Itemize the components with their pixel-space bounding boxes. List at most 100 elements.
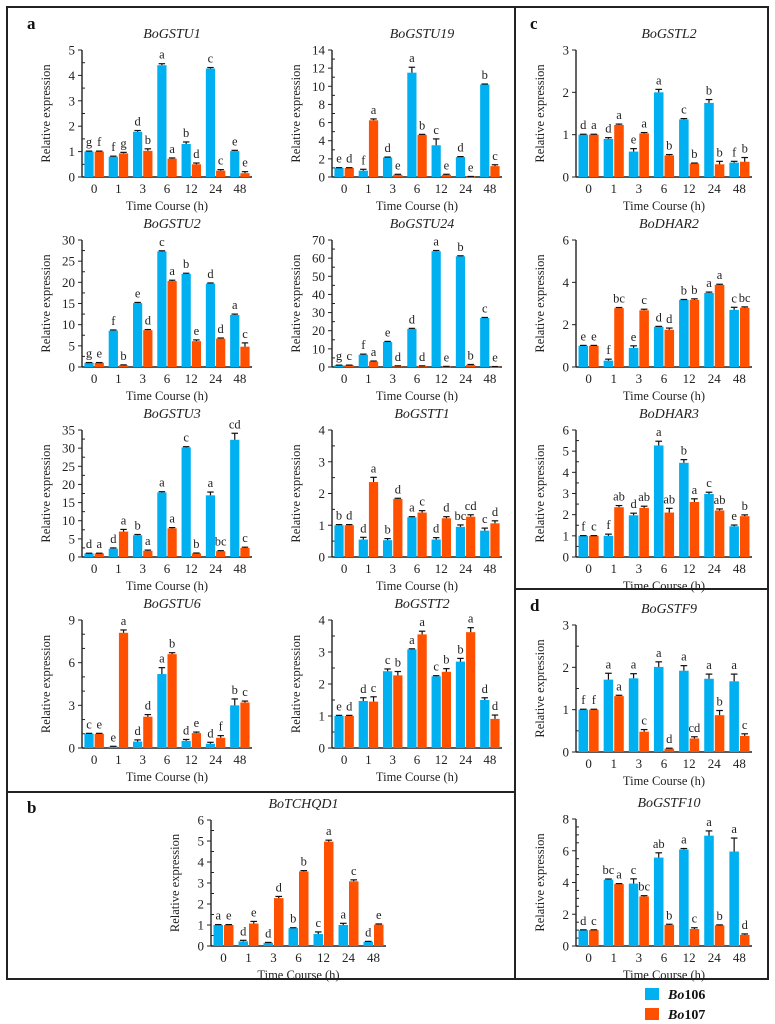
x-tick-label: 1 <box>115 752 122 767</box>
significance-letter: d <box>276 880 283 894</box>
significance-letter: a <box>215 909 221 923</box>
bar-bo107 <box>393 365 403 367</box>
bar-bo106 <box>358 170 368 177</box>
significance-letter: b <box>290 912 296 926</box>
bar-bo107 <box>714 715 725 752</box>
significance-letter: c <box>371 681 377 695</box>
x-tick-label: 24 <box>342 950 356 965</box>
y-axis-label: Relative expression <box>168 833 182 932</box>
significance-letter: e <box>242 156 248 170</box>
significance-letter: c <box>86 717 92 731</box>
significance-letter: d <box>580 118 587 132</box>
bar-bo106 <box>157 492 167 557</box>
x-tick-label: 24 <box>708 756 722 771</box>
y-tick-label: 6 <box>563 233 570 248</box>
significance-letter: c <box>492 149 498 163</box>
x-axis-label: Time Course (h) <box>126 579 208 593</box>
y-tick-label: 70 <box>312 233 325 248</box>
significance-letter: d <box>419 350 426 364</box>
y-tick-label: 3 <box>319 454 326 469</box>
significance-letter: b <box>716 909 722 923</box>
y-tick-label: 3 <box>563 486 570 501</box>
bar-bo106 <box>108 746 118 748</box>
bar-bo107 <box>739 307 750 367</box>
significance-letter: d <box>218 322 225 336</box>
significance-letter: a <box>121 513 127 527</box>
bar-bo106 <box>679 119 689 177</box>
significance-letter: c <box>482 512 488 526</box>
significance-letter: c <box>346 349 352 363</box>
significance-letter: a <box>169 264 175 278</box>
significance-letter: d <box>346 152 353 166</box>
x-tick-label: 12 <box>317 950 330 965</box>
y-tick-label: 4 <box>563 875 570 890</box>
bar-bo106 <box>230 439 240 557</box>
significance-letter: e <box>631 133 637 147</box>
bar-bo107 <box>466 516 476 557</box>
significance-letter: c <box>482 301 488 315</box>
chart-title: BoTCHQD1 <box>268 797 338 812</box>
bar-bo107 <box>191 733 202 748</box>
significance-letter: b <box>457 240 463 254</box>
bar-bo107 <box>589 709 599 752</box>
bar-bo106 <box>603 879 614 946</box>
panel-d-frame <box>514 588 769 980</box>
significance-letter: c <box>419 495 425 509</box>
y-tick-label: 5 <box>563 444 570 459</box>
significance-letter: cd <box>465 499 478 513</box>
y-tick-label: 8 <box>563 812 570 827</box>
significance-letter: d <box>605 122 612 136</box>
significance-letter: a <box>121 614 127 628</box>
bar-bo106 <box>334 716 344 748</box>
significance-letter: e <box>376 908 382 922</box>
significance-letter: f <box>581 693 586 707</box>
bar-bo107 <box>216 338 226 367</box>
significance-letter: a <box>692 483 698 497</box>
bar-bo107 <box>249 923 259 946</box>
bar-bo106 <box>628 678 639 752</box>
y-tick-label: 0 <box>563 745 570 760</box>
x-tick-label: 3 <box>636 181 643 196</box>
bar-bo107 <box>143 716 153 748</box>
x-tick-label: 0 <box>220 950 227 965</box>
significance-letter: e <box>581 329 587 343</box>
x-tick-label: 48 <box>367 950 380 965</box>
bar-bo106 <box>578 345 589 367</box>
significance-letter: e <box>468 160 474 174</box>
bar-bo106 <box>653 857 664 946</box>
bar-bo106 <box>628 883 639 946</box>
x-tick-label: 1 <box>610 371 617 386</box>
x-tick-label: 1 <box>365 181 372 196</box>
chart-title: BoGSTU24 <box>390 217 455 232</box>
significance-letter: b <box>681 283 687 297</box>
x-tick-label: 12 <box>683 756 696 771</box>
bar-bo107 <box>216 551 226 557</box>
bar-bo107 <box>614 884 624 946</box>
significance-letter: b <box>457 642 463 656</box>
bar-bo107 <box>368 482 379 557</box>
chart-title: BoGSTT2 <box>394 597 449 612</box>
y-tick-label: 0 <box>69 741 76 756</box>
y-tick-label: 2 <box>198 897 205 912</box>
significance-letter: e <box>194 324 200 338</box>
significance-letter: d <box>207 267 214 281</box>
y-tick-label: 12 <box>312 61 325 76</box>
significance-letter: c <box>242 531 248 545</box>
significance-letter: c <box>242 327 248 341</box>
y-tick-label: 6 <box>198 813 205 828</box>
significance-letter: d <box>395 482 402 496</box>
y-tick-label: 0 <box>563 939 570 954</box>
bar-bo107 <box>664 924 675 946</box>
y-tick-label: 20 <box>312 323 325 338</box>
bar-bo106 <box>358 539 368 557</box>
bar-bo107 <box>344 167 354 177</box>
x-tick-label: 3 <box>636 950 643 965</box>
significance-letter: e <box>226 909 232 923</box>
significance-letter: d <box>656 310 663 324</box>
bar-bo107 <box>466 632 476 748</box>
x-tick-label: 3 <box>389 181 396 196</box>
bar-bo106 <box>230 314 240 367</box>
bar-bo106 <box>313 934 323 946</box>
bar-bo107 <box>466 364 476 367</box>
bar-bo106 <box>181 447 191 557</box>
